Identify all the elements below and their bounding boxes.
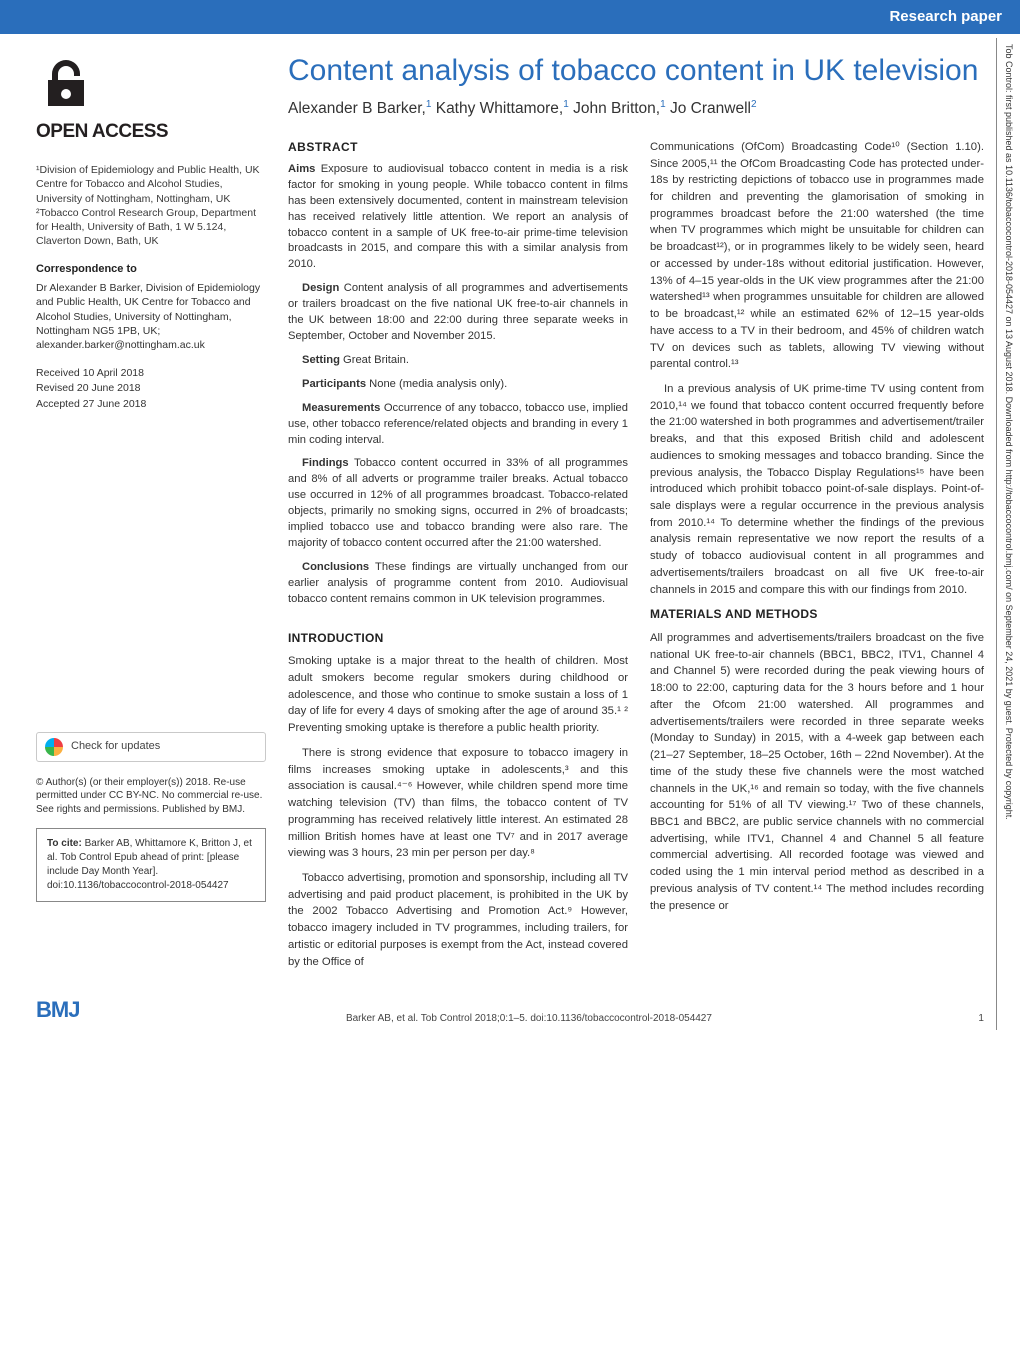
affiliations: ¹Division of Epidemiology and Public Hea…: [36, 163, 266, 248]
article-title: Content analysis of tobacco content in U…: [288, 54, 984, 89]
abstract-aims: Exposure to audiovisual tobacco content …: [288, 163, 628, 270]
correspondence-heading: Correspondence to: [36, 262, 266, 278]
methods-p1: All programmes and advertisements/traile…: [650, 630, 984, 914]
methods-heading: MATERIALS AND METHODS: [650, 606, 984, 624]
abstract-findings: Tobacco content occurred in 33% of all p…: [288, 457, 628, 549]
col2-p1: Communications (OfCom) Broadcasting Code…: [650, 139, 984, 373]
citation-box: To cite: Barker AB, Whittamore K, Britto…: [36, 828, 266, 902]
license-text: © Author(s) (or their employer(s)) 2018.…: [36, 776, 266, 817]
check-updates-button[interactable]: Check for updates: [36, 732, 266, 762]
check-updates-label: Check for updates: [71, 739, 160, 755]
abstract-heading: ABSTRACT: [288, 139, 628, 156]
intro-p3: Tobacco advertising, promotion and spons…: [288, 870, 628, 970]
intro-p1: Smoking uptake is a major threat to the …: [288, 653, 628, 737]
open-access-label: OPEN ACCESS: [36, 118, 266, 146]
page-number: 1: [978, 1012, 984, 1027]
crossmark-icon: [45, 738, 63, 756]
date-revised: Revised 20 June 2018: [36, 381, 266, 396]
article-dates: Received 10 April 2018 Revised 20 June 2…: [36, 366, 266, 412]
body-column-1: ABSTRACT Aims Exposure to audiovisual to…: [288, 139, 628, 978]
article-body: Content analysis of tobacco content in U…: [288, 54, 984, 979]
section-label: Research paper: [889, 6, 1002, 28]
section-banner: Research paper: [0, 0, 1020, 34]
left-sidebar: OPEN ACCESS ¹Division of Epidemiology an…: [36, 54, 266, 979]
date-received: Received 10 April 2018: [36, 366, 266, 381]
bmj-logo: BMJ: [36, 994, 79, 1026]
introduction-heading: INTRODUCTION: [288, 630, 628, 648]
body-column-2: Communications (OfCom) Broadcasting Code…: [650, 139, 984, 978]
correspondence-block: Correspondence to Dr Alexander B Barker,…: [36, 262, 266, 352]
authors: Alexander B Barker,1 Kathy Whittamore,1 …: [288, 98, 984, 121]
cite-head: To cite:: [47, 838, 82, 849]
abstract-block: ABSTRACT Aims Exposure to audiovisual to…: [288, 139, 628, 608]
intro-p2: There is strong evidence that exposure t…: [288, 745, 628, 862]
col2-p2: In a previous analysis of UK prime-time …: [650, 381, 984, 598]
copyright-strip: Tob Control: first published as 10.1136/…: [996, 38, 1016, 1030]
date-accepted: Accepted 27 June 2018: [36, 397, 266, 412]
padlock-icon: [36, 54, 96, 114]
open-access-logo: OPEN ACCESS: [36, 54, 266, 146]
page-footer: BMJ Barker AB, et al. Tob Control 2018;0…: [0, 990, 1020, 1040]
abstract-participants: None (media analysis only).: [369, 378, 507, 390]
footer-citation: Barker AB, et al. Tob Control 2018;0:1–5…: [346, 1012, 712, 1027]
correspondence-body: Dr Alexander B Barker, Division of Epide…: [36, 281, 266, 352]
abstract-setting: Great Britain.: [343, 354, 409, 366]
